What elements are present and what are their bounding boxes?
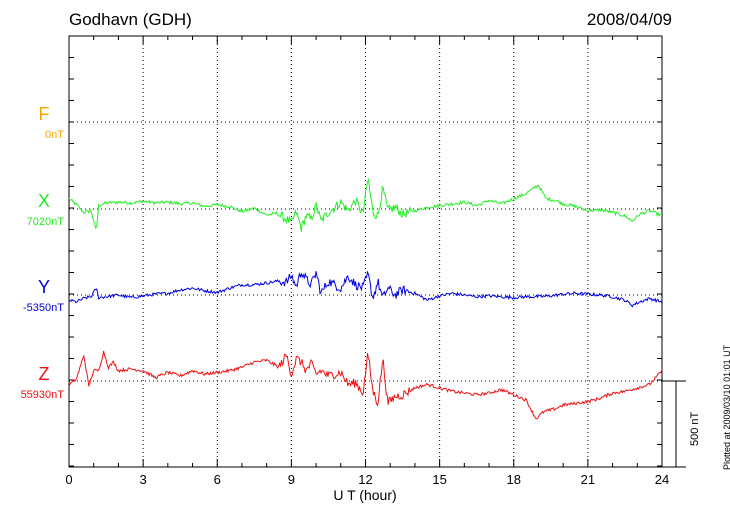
channel-y-baseline: -5350nT xyxy=(23,302,64,314)
channel-z-baseline: 55930nT xyxy=(20,389,64,401)
series-line-y xyxy=(68,270,663,308)
x-axis-label: U T (hour) xyxy=(0,487,730,503)
series-lines xyxy=(68,178,663,420)
series-line-z xyxy=(68,350,663,420)
station-title: Godhavn (GDH) xyxy=(69,10,192,29)
channel-f-baseline: 0nT xyxy=(45,129,64,141)
scale-bar xyxy=(662,380,686,468)
x-tick-label: 9 xyxy=(288,472,295,487)
channel-x-baseline: 7020nT xyxy=(26,216,64,228)
channel-y-label: Y xyxy=(37,277,50,297)
x-tick-label: 6 xyxy=(214,472,221,487)
x-tick-label: 15 xyxy=(432,472,446,487)
x-tick-label: 24 xyxy=(655,472,669,487)
grid-lines xyxy=(69,36,662,467)
x-tick-label: 0 xyxy=(65,472,72,487)
scale-label: 500 nT xyxy=(689,411,701,446)
series-line-x xyxy=(68,178,663,232)
channel-x-label: X xyxy=(37,191,50,211)
x-tick-label: 3 xyxy=(140,472,147,487)
plotted-timestamp: Plotted at 2009/03/10 01:01 UT xyxy=(722,344,730,470)
x-tick-labels: 0 3 6 9 12 15 18 21 24 xyxy=(65,472,669,487)
date-label: 2008/04/09 xyxy=(586,10,672,29)
channel-f-label: F xyxy=(38,104,50,124)
x-tick-label: 21 xyxy=(581,472,595,487)
channel-z-label: Z xyxy=(38,364,50,384)
x-axis-label-text: U T (hour) xyxy=(333,487,397,503)
x-tick-label: 18 xyxy=(507,472,521,487)
x-tick-label: 12 xyxy=(358,472,372,487)
